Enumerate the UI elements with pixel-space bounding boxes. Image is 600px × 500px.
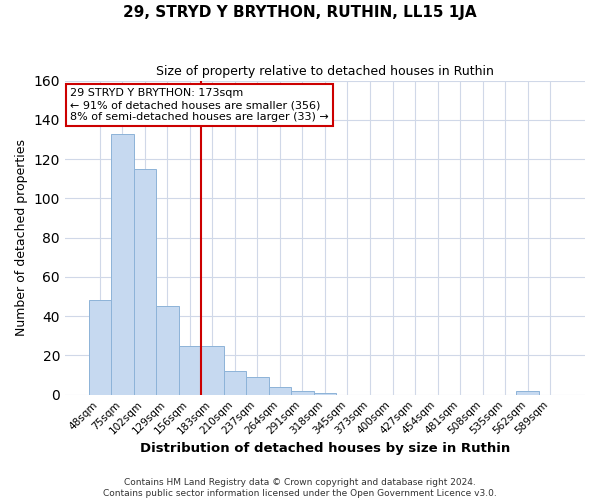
- Bar: [156, 306, 179, 394]
- Text: 29 STRYD Y BRYTHON: 173sqm
← 91% of detached houses are smaller (356)
8% of semi: 29 STRYD Y BRYTHON: 173sqm ← 91% of deta…: [70, 88, 329, 122]
- Bar: [201, 346, 224, 395]
- Bar: [314, 393, 336, 394]
- Bar: [246, 377, 269, 394]
- Bar: [134, 169, 156, 394]
- Bar: [517, 391, 539, 394]
- Bar: [291, 391, 314, 394]
- Bar: [269, 387, 291, 394]
- Bar: [179, 346, 201, 395]
- Bar: [224, 371, 246, 394]
- Bar: [111, 134, 134, 394]
- X-axis label: Distribution of detached houses by size in Ruthin: Distribution of detached houses by size …: [140, 442, 510, 455]
- Text: 29, STRYD Y BRYTHON, RUTHIN, LL15 1JA: 29, STRYD Y BRYTHON, RUTHIN, LL15 1JA: [123, 5, 477, 20]
- Title: Size of property relative to detached houses in Ruthin: Size of property relative to detached ho…: [156, 65, 494, 78]
- Text: Contains HM Land Registry data © Crown copyright and database right 2024.
Contai: Contains HM Land Registry data © Crown c…: [103, 478, 497, 498]
- Y-axis label: Number of detached properties: Number of detached properties: [15, 139, 28, 336]
- Bar: [89, 300, 111, 394]
